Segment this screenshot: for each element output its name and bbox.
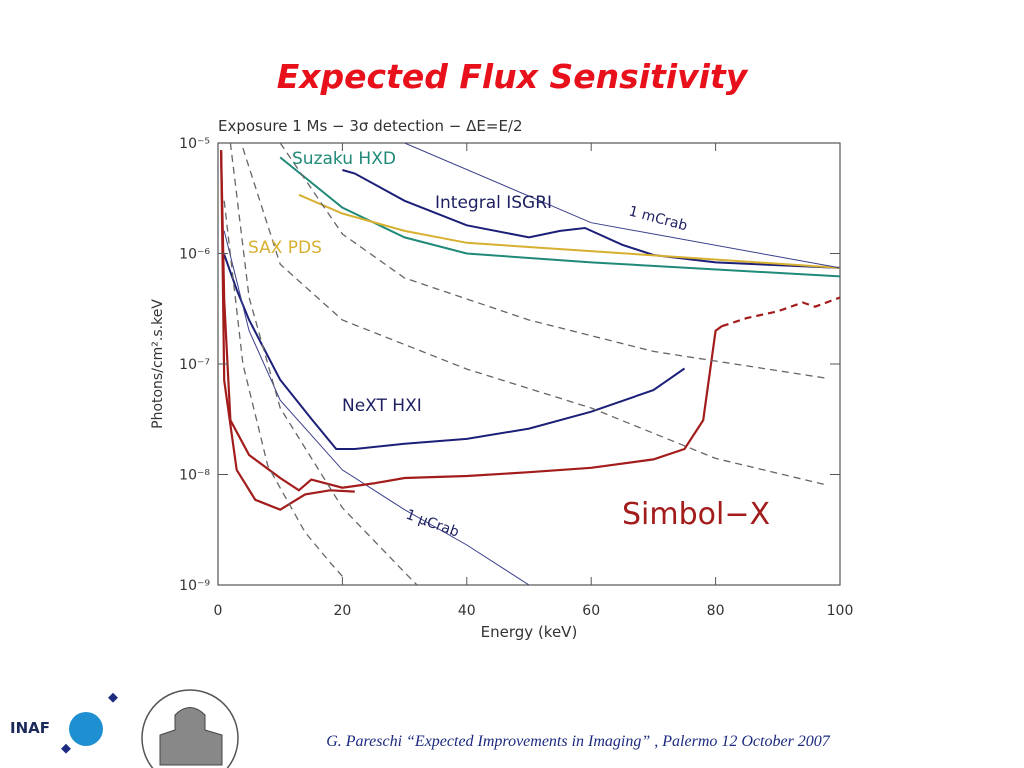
x-tick-label: 20 bbox=[333, 603, 351, 619]
series-line bbox=[279, 143, 828, 380]
x-tick-label: 0 bbox=[214, 603, 223, 619]
series-label: Suzaku HXD bbox=[292, 149, 396, 169]
logo-diamond bbox=[61, 743, 71, 754]
y-tick-label: 10⁻⁶ bbox=[179, 247, 210, 263]
series-label: NeXT HXI bbox=[342, 396, 422, 416]
observatory-building bbox=[159, 707, 223, 766]
plot-area bbox=[220, 143, 840, 585]
logo-diamond bbox=[108, 692, 118, 703]
x-axis-label: Energy (keV) bbox=[481, 623, 578, 641]
y-tick-label: 10⁻⁵ bbox=[179, 136, 210, 152]
series-line bbox=[220, 150, 723, 492]
x-tick-label: 80 bbox=[707, 603, 725, 619]
y-tick-label: 10⁻⁷ bbox=[179, 357, 210, 373]
series-label: 1 mCrab bbox=[627, 203, 689, 234]
series-line bbox=[220, 150, 355, 511]
series-line bbox=[279, 156, 840, 278]
footer-logos: INAF bbox=[10, 689, 239, 768]
series-line bbox=[342, 169, 840, 269]
series-label: Integral ISGRI bbox=[435, 193, 552, 213]
x-tick-label: 60 bbox=[582, 603, 600, 619]
series-label: 1 μCrab bbox=[404, 507, 462, 541]
y-tick-label: 10⁻⁹ bbox=[179, 578, 210, 594]
series-line bbox=[223, 200, 343, 577]
logo-circle bbox=[69, 712, 103, 746]
series-line bbox=[721, 296, 840, 328]
series-line bbox=[229, 143, 418, 585]
logo-text: INAF bbox=[10, 719, 50, 737]
observatory-logo bbox=[141, 689, 239, 768]
series-line bbox=[298, 193, 840, 269]
y-axis-label: Photons/cm².s.keV bbox=[150, 299, 166, 429]
series-line bbox=[223, 230, 530, 585]
x-tick-label: 40 bbox=[458, 603, 476, 619]
y-tick-label: 10⁻⁸ bbox=[179, 468, 210, 484]
series-line bbox=[223, 254, 686, 450]
footer-text: G. Pareschi “Expected Improvements in Im… bbox=[326, 733, 831, 750]
slide-title: Expected Flux Sensitivity bbox=[277, 57, 749, 96]
x-tick-label: 100 bbox=[827, 603, 854, 619]
series-line bbox=[404, 143, 840, 269]
series-line bbox=[242, 147, 828, 486]
chart-subtitle: Exposure 1 Ms − 3σ detection − ΔE=E/2 bbox=[218, 117, 523, 135]
series-label: Simbol−X bbox=[622, 497, 770, 532]
series-label: SAX PDS bbox=[248, 238, 322, 258]
